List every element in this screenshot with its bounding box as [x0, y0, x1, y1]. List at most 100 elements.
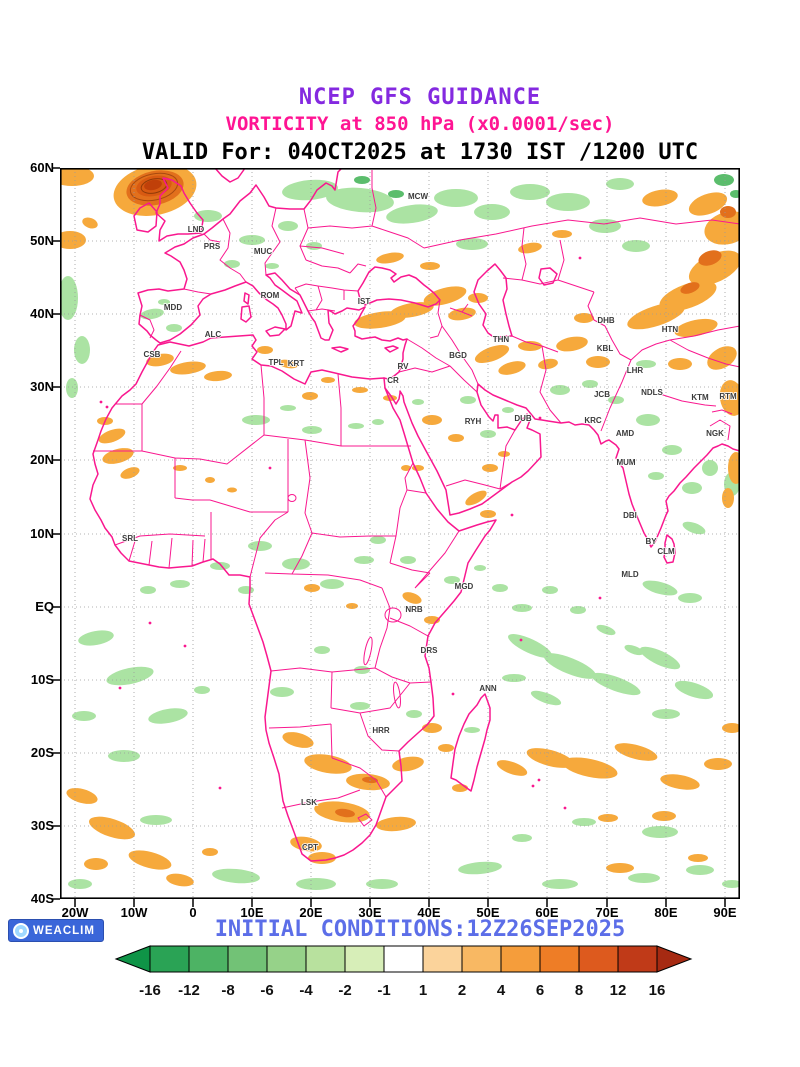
lakes	[287, 494, 402, 709]
colorbar-tick-label: -8	[221, 982, 234, 999]
city-label-rom: ROM	[261, 291, 280, 300]
city-label-ryh: RYH	[465, 417, 482, 426]
city-label-nrb: NRB	[405, 605, 423, 614]
lon-label-0: 0	[189, 905, 197, 920]
colorbar-segment	[383, 945, 424, 973]
city-label-mld: MLD	[621, 570, 639, 579]
lon-label-70e: 70E	[595, 905, 619, 920]
coastlines	[89, 168, 740, 862]
colorbar-tick-label: -2	[338, 982, 351, 999]
colorbar-segment	[500, 945, 541, 973]
lon-label-20w: 20W	[61, 905, 89, 920]
colorbar-segment	[188, 945, 229, 973]
city-label-clm: CLM	[657, 547, 675, 556]
city-label-bgd: BGD	[449, 351, 467, 360]
city-label-lhr: LHR	[627, 366, 644, 375]
weaclim-brand-text: WEACLIM	[33, 924, 95, 937]
lon-label-10e: 10E	[240, 905, 264, 920]
island-dots	[99, 256, 602, 810]
city-label-mcw: MCW	[408, 192, 428, 201]
city-label-rtm: RTM	[719, 392, 737, 401]
city-label-srl: SRL	[122, 534, 138, 543]
lat-label-10n: 10N	[30, 526, 54, 541]
city-label-amd: AMD	[616, 429, 634, 438]
city-label-ndls: NDLS	[641, 388, 663, 397]
map-frame-border	[60, 168, 741, 900]
colorbar-tick-label: 1	[419, 982, 427, 999]
lon-label-60e: 60E	[535, 905, 559, 920]
colorbar-tick-label: 2	[458, 982, 466, 999]
city-label-htn: HTN	[662, 325, 679, 334]
city-label-krt: KRT	[288, 359, 305, 368]
city-label-mgd: MGD	[455, 582, 474, 591]
coast-africa	[89, 334, 497, 862]
colorbar-segment	[539, 945, 580, 973]
city-label-cr: CR	[387, 376, 399, 385]
lon-label-50e: 50E	[476, 905, 500, 920]
colorbar-tick-label: -4	[299, 982, 313, 999]
city-label-thn: THN	[493, 335, 510, 344]
colorbar-segment	[344, 945, 385, 973]
city-label-hrr: HRR	[372, 726, 390, 735]
coast-sri-lanka	[663, 534, 676, 564]
colorbar-segment	[149, 945, 190, 973]
coast-cyprus	[384, 345, 399, 353]
lat-label-30n: 30N	[30, 379, 54, 394]
vorticity-map: MCW LND PRS MUC ROM IST MDD ALC CSB TPL KRT RV CR BGD…	[52, 167, 741, 907]
coast-scandinavia	[214, 168, 246, 183]
lat-label-40n: 40N	[30, 306, 54, 321]
city-label-tpl: TPL	[268, 358, 283, 367]
colorbar: -16 -12 -8 -6 -4 -2 -1 1 2 4 6 8 12 16	[114, 945, 693, 999]
coast-sicily	[265, 326, 286, 337]
city-labels: MCW LND PRS MUC ROM IST MDD ALC CSB TPL KRT RV CR BGD…	[121, 191, 738, 853]
city-label-dub: DUB	[514, 414, 532, 423]
coast-corsica	[243, 292, 250, 305]
coast-aral-sea	[538, 267, 558, 286]
colorbar-arrow-right	[656, 945, 693, 973]
coast-madagascar	[450, 693, 491, 792]
lat-label-60n: 60N	[30, 160, 54, 175]
lat-label-40s: 40S	[30, 891, 54, 906]
lon-label-40e: 40E	[417, 905, 441, 920]
lat-label-10s: 10S	[30, 672, 54, 687]
colorbar-segment	[227, 945, 268, 973]
colorbar-segment	[422, 945, 463, 973]
colorbar-tick-label: -16	[139, 982, 161, 999]
city-label-kbl: KBL	[597, 344, 614, 353]
city-label-ngk: NGK	[706, 429, 724, 438]
title-valid-time: VALID For: 04OCT2025 at 1730 IST /1200 U…	[141, 140, 699, 165]
coast-arabia-india	[384, 383, 740, 548]
city-label-mdd: MDD	[164, 303, 182, 312]
colorbar-segment	[266, 945, 307, 973]
borders-europe	[139, 170, 425, 339]
colorbar-tick-label: 8	[575, 982, 583, 999]
colorbar-segment	[578, 945, 619, 973]
city-label-lsk: LSK	[301, 798, 317, 807]
city-label-cpt: CPT	[302, 843, 318, 852]
colorbar-segment	[461, 945, 502, 973]
lat-label-50n: 50N	[30, 233, 54, 248]
coast-turkey-levant	[352, 306, 408, 380]
lon-label-30e: 30E	[358, 905, 382, 920]
lat-label-20n: 20N	[30, 452, 54, 467]
borders-asia	[398, 217, 740, 490]
weaclim-badge: WEACLIM	[8, 919, 104, 942]
city-label-drs: DRS	[421, 646, 439, 655]
colorbar-tick-label: 6	[536, 982, 544, 999]
colorbar-tick-label: 12	[610, 982, 627, 999]
city-label-mum: MUM	[616, 458, 635, 467]
city-label-ist: IST	[358, 297, 371, 306]
borders-africa	[93, 350, 460, 827]
lat-label-20s: 20S	[30, 745, 54, 760]
city-label-dhb: DHB	[597, 316, 615, 325]
city-label-ann: ANN	[479, 684, 497, 693]
city-label-jcb: JCB	[594, 390, 610, 399]
colorbar-segment	[617, 945, 658, 973]
title-variable: VORTICITY at 850 hPa (x0.0001/sec)	[225, 113, 615, 135]
coast-atlantic-europe	[137, 168, 343, 344]
coast-britain	[155, 177, 204, 242]
lat-label-30s: 30S	[30, 818, 54, 833]
city-label-prs: PRS	[204, 242, 221, 251]
colorbar-tick-label: 4	[497, 982, 506, 999]
